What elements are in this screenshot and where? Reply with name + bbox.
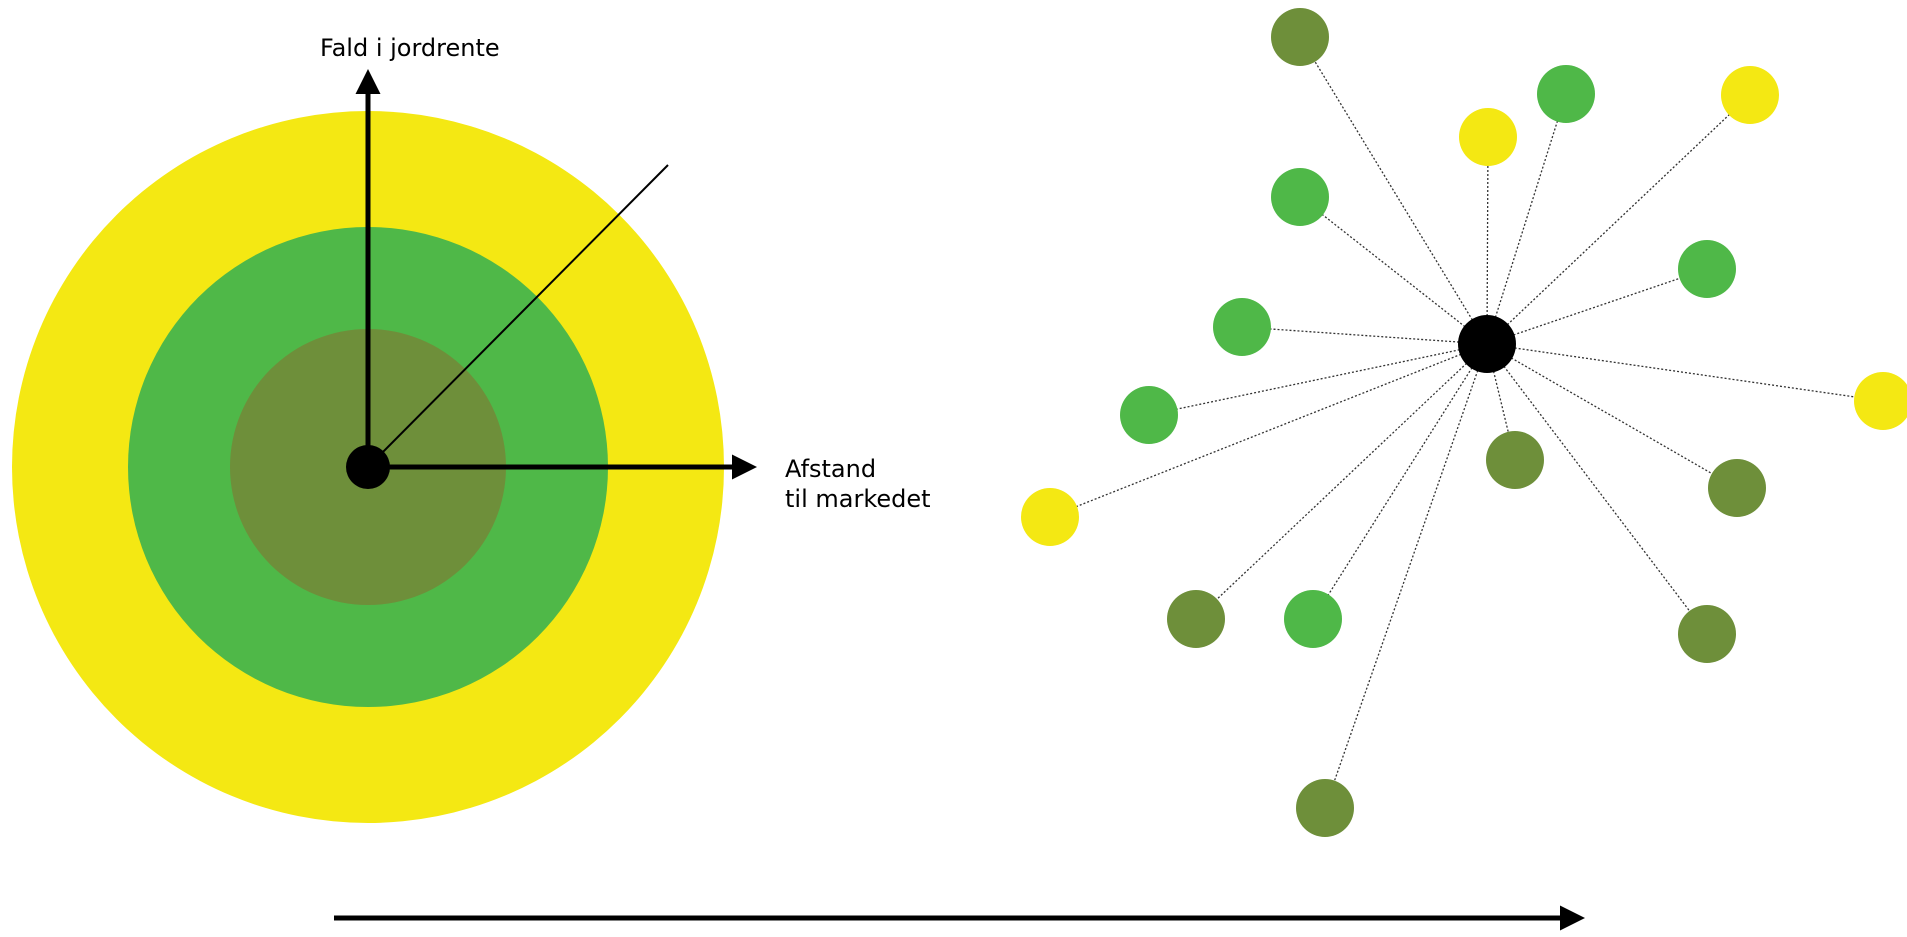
diagonal-radius-line [367,164,669,468]
network-link [1486,343,1708,635]
network-node-yellow [1854,372,1907,430]
network-node-olive [1678,605,1736,663]
network-node-green [1213,298,1271,356]
network-node-olive [1271,8,1329,66]
network-link [1241,326,1488,345]
network-node-olive [1486,431,1544,489]
network-node-green [1120,386,1178,444]
network-link [1148,343,1488,416]
network-node-yellow [1459,108,1517,166]
network-link [1486,343,1738,489]
network-model [1021,8,1907,837]
network-link [1324,343,1488,809]
y-axis-label: Fald i jordrente [320,34,500,62]
network-link [1312,343,1488,620]
x-axis-label: Afstand til markedet [785,454,931,514]
network-link [1049,343,1488,518]
network-node-olive [1296,779,1354,837]
x-axis-label-line2: til markedet [785,485,931,513]
network-links [1049,36,1884,809]
network-link [1299,196,1488,345]
network-link [1486,136,1489,345]
network-link [1486,268,1708,345]
network-nodes [1021,8,1907,837]
network-node-yellow [1021,488,1079,546]
network-node-green [1271,168,1329,226]
network-node-green [1537,65,1595,123]
network-node-olive [1167,590,1225,648]
concentric-model [12,69,757,823]
network-node-yellow [1721,66,1779,124]
network-link [1486,94,1751,345]
network-node-green [1678,240,1736,298]
network-link [1486,343,1884,402]
network-node-olive [1708,459,1766,517]
x-axis-label-line1: Afstand [785,455,877,483]
network-node-green [1284,590,1342,648]
network-link [1195,343,1488,620]
market-center-node [346,445,390,489]
market-hub-node [1458,315,1516,373]
